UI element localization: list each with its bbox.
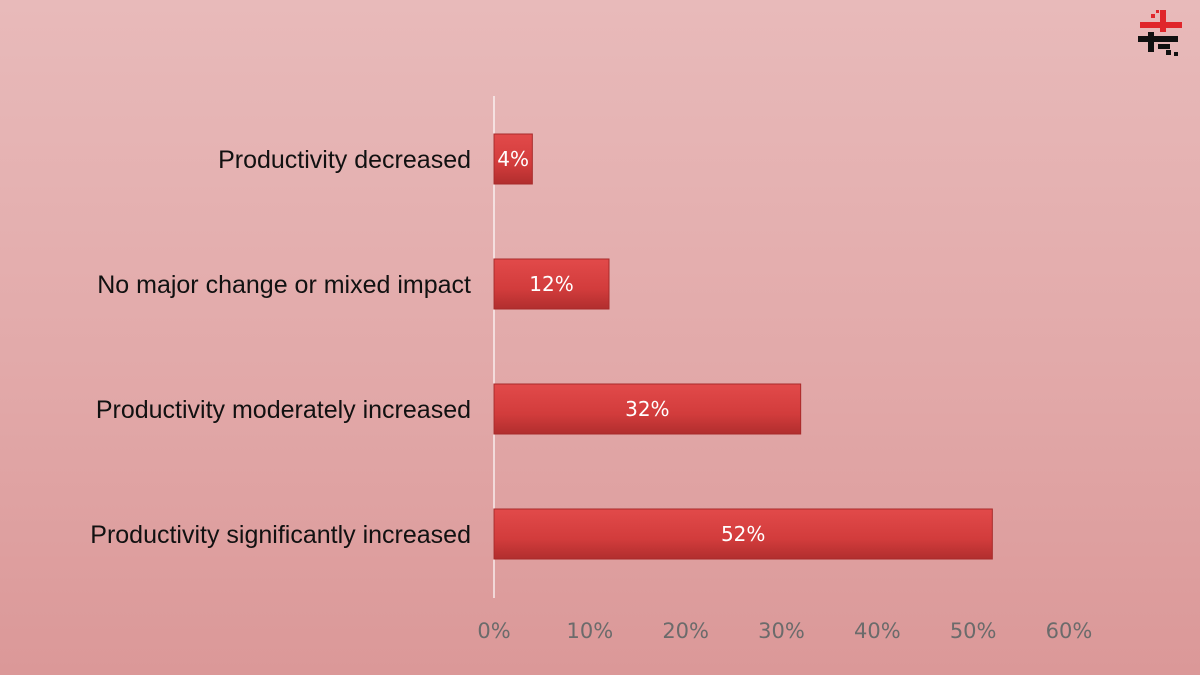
category-label-1: No major change or mixed impact bbox=[97, 271, 471, 299]
category-label-3: Productivity significantly increased bbox=[90, 521, 471, 549]
data-label-0: 4% bbox=[497, 147, 529, 171]
brand-logo-icon bbox=[1138, 10, 1182, 56]
x-axis-ticks: 0% 10% 20% 30% 40% 50% 60% bbox=[477, 619, 1092, 643]
category-label-0: Productivity decreased bbox=[218, 146, 471, 174]
bars-group bbox=[493, 133, 993, 560]
x-tick-label-1: 10% bbox=[566, 619, 613, 643]
x-tick-label-0: 0% bbox=[477, 619, 510, 643]
x-tick-label-4: 40% bbox=[854, 619, 901, 643]
bar-1 bbox=[493, 258, 610, 310]
data-label-1: 12% bbox=[529, 272, 573, 296]
x-tick-label-2: 20% bbox=[662, 619, 709, 643]
category-labels: Productivity decreased No major change or… bbox=[90, 146, 471, 549]
x-tick-label-3: 30% bbox=[758, 619, 805, 643]
x-tick-label-6: 60% bbox=[1046, 619, 1093, 643]
x-tick-label-5: 50% bbox=[950, 619, 997, 643]
bar-3 bbox=[493, 508, 993, 560]
data-label-3: 52% bbox=[721, 522, 765, 546]
bar-2 bbox=[493, 383, 802, 435]
data-label-2: 32% bbox=[625, 397, 669, 421]
category-label-2: Productivity moderately increased bbox=[96, 396, 471, 424]
data-labels: 4% 12% 32% 52% bbox=[497, 147, 765, 546]
bar-0 bbox=[493, 133, 533, 185]
